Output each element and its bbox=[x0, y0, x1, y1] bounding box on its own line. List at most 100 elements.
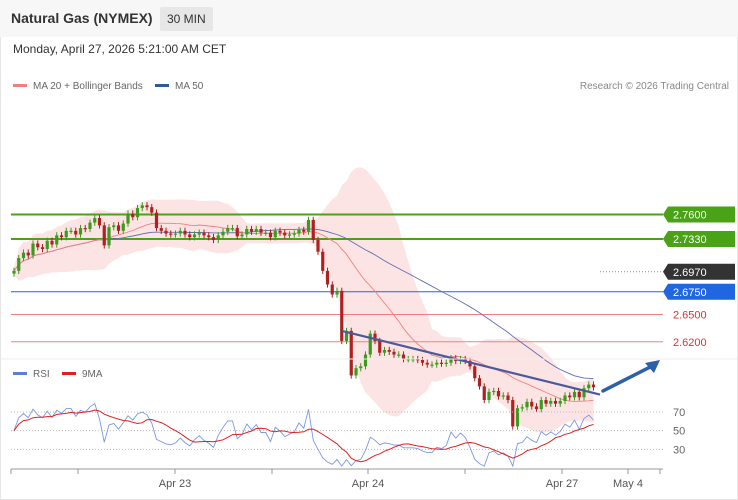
candle-body bbox=[287, 234, 292, 236]
candle-body bbox=[340, 290, 344, 341]
candle-body bbox=[131, 213, 135, 218]
candle-body bbox=[406, 359, 410, 361]
candle-body bbox=[534, 406, 539, 410]
candle-body bbox=[40, 247, 45, 250]
candle-body bbox=[121, 223, 125, 231]
candle-body bbox=[473, 366, 477, 379]
candle-body bbox=[549, 400, 553, 404]
time-label: Apr 23 bbox=[159, 478, 191, 490]
candle-body bbox=[240, 234, 244, 237]
candle-body bbox=[235, 228, 239, 237]
candle-body bbox=[245, 229, 249, 235]
candle-body bbox=[482, 386, 486, 401]
candle-body bbox=[154, 212, 159, 229]
candle-body bbox=[107, 227, 111, 246]
price-tag-2.7600 bbox=[663, 206, 735, 223]
candle-body bbox=[501, 395, 505, 397]
candle-body bbox=[439, 362, 444, 364]
candle-body bbox=[221, 231, 225, 236]
candle-body bbox=[278, 230, 282, 233]
candle-body bbox=[188, 234, 192, 238]
candle-body bbox=[368, 333, 372, 355]
candle-body bbox=[577, 391, 581, 398]
candle-body bbox=[468, 360, 472, 367]
rsi-swatch bbox=[13, 371, 27, 375]
candle-body bbox=[463, 359, 467, 361]
candle-body bbox=[64, 230, 68, 238]
candle-body bbox=[435, 362, 439, 365]
candle-body bbox=[264, 232, 268, 234]
candle-body bbox=[444, 362, 448, 364]
legend-ma50-label: MA 50 bbox=[175, 81, 204, 92]
candle-body bbox=[382, 350, 387, 353]
candle-body bbox=[254, 229, 258, 232]
candle-body bbox=[112, 225, 116, 228]
ma20-swatch bbox=[13, 83, 27, 87]
candle-body bbox=[335, 290, 339, 295]
legend-rsi-label: RSI bbox=[33, 369, 50, 380]
candle-body bbox=[544, 400, 548, 404]
candle-body bbox=[449, 358, 453, 363]
candle-body bbox=[553, 400, 558, 404]
candle-body bbox=[292, 233, 296, 235]
price-label-2.7330: 2.7330 bbox=[673, 234, 707, 246]
copyright-text: Research © 2026 Trading Central bbox=[579, 81, 729, 92]
time-label: Apr 27 bbox=[546, 478, 578, 490]
timeframe-badge[interactable]: 30 MIN bbox=[160, 7, 213, 31]
candle-body bbox=[587, 384, 591, 389]
price-tag-2.6970 bbox=[663, 263, 735, 280]
legend-ma20-label: MA 20 + Bollinger Bands bbox=[33, 81, 143, 92]
candle-body bbox=[88, 222, 92, 230]
candle-body bbox=[373, 333, 377, 341]
candle-body bbox=[126, 213, 130, 224]
price-label-2.6970: 2.6970 bbox=[673, 267, 707, 279]
candle-body bbox=[297, 229, 301, 234]
candle-body bbox=[354, 368, 358, 376]
candle-body bbox=[97, 218, 102, 226]
candle-body bbox=[78, 228, 83, 235]
candle-body bbox=[582, 388, 586, 398]
candle-body bbox=[420, 360, 425, 363]
candle-body bbox=[525, 401, 529, 408]
candle-body bbox=[259, 229, 263, 233]
time-label: May 4 bbox=[613, 478, 643, 490]
candle-body bbox=[211, 237, 216, 240]
rsi-ma-line bbox=[13, 409, 594, 463]
rsi-tick-label: 50 bbox=[673, 426, 685, 438]
candle-body bbox=[31, 243, 35, 256]
price-tag-2.6750 bbox=[663, 283, 735, 300]
candle-body bbox=[36, 243, 40, 248]
candle-body bbox=[363, 354, 368, 367]
candle-body bbox=[321, 251, 325, 271]
candle-body bbox=[563, 395, 567, 401]
chart-header: Natural Gas (NYMEX) 30 MIN bbox=[0, 0, 738, 37]
candle-body bbox=[378, 340, 382, 353]
candle-body bbox=[496, 390, 501, 397]
rsi-tick-label: 30 bbox=[673, 444, 685, 456]
candle-body bbox=[325, 270, 330, 285]
candle-body bbox=[12, 270, 16, 274]
projection-arrow-head bbox=[645, 360, 660, 374]
candle-body bbox=[330, 284, 334, 295]
chart-datetime: Monday, April 27, 2026 5:21:00 AM CET bbox=[13, 42, 227, 56]
candle-body bbox=[506, 395, 510, 401]
candle-body bbox=[487, 391, 491, 401]
price-label-2.7600: 2.7600 bbox=[673, 209, 707, 221]
candle-body bbox=[26, 252, 30, 256]
candle-body bbox=[150, 207, 154, 213]
candle-body bbox=[83, 228, 87, 230]
time-label: Apr 24 bbox=[352, 478, 384, 490]
candle-body bbox=[169, 233, 173, 235]
candle-body bbox=[359, 366, 363, 369]
candle-body bbox=[50, 240, 54, 245]
candle-body bbox=[311, 219, 315, 240]
candle-body bbox=[69, 230, 73, 233]
candle-body bbox=[349, 330, 353, 376]
candle-body bbox=[102, 225, 106, 246]
candle-body bbox=[197, 232, 201, 235]
candle-body bbox=[387, 350, 391, 352]
candle-body bbox=[116, 225, 121, 231]
instrument-title: Natural Gas (NYMEX) bbox=[11, 10, 153, 26]
price-tag-2.7330 bbox=[663, 231, 735, 248]
legend-rsi: RSI bbox=[13, 369, 50, 380]
